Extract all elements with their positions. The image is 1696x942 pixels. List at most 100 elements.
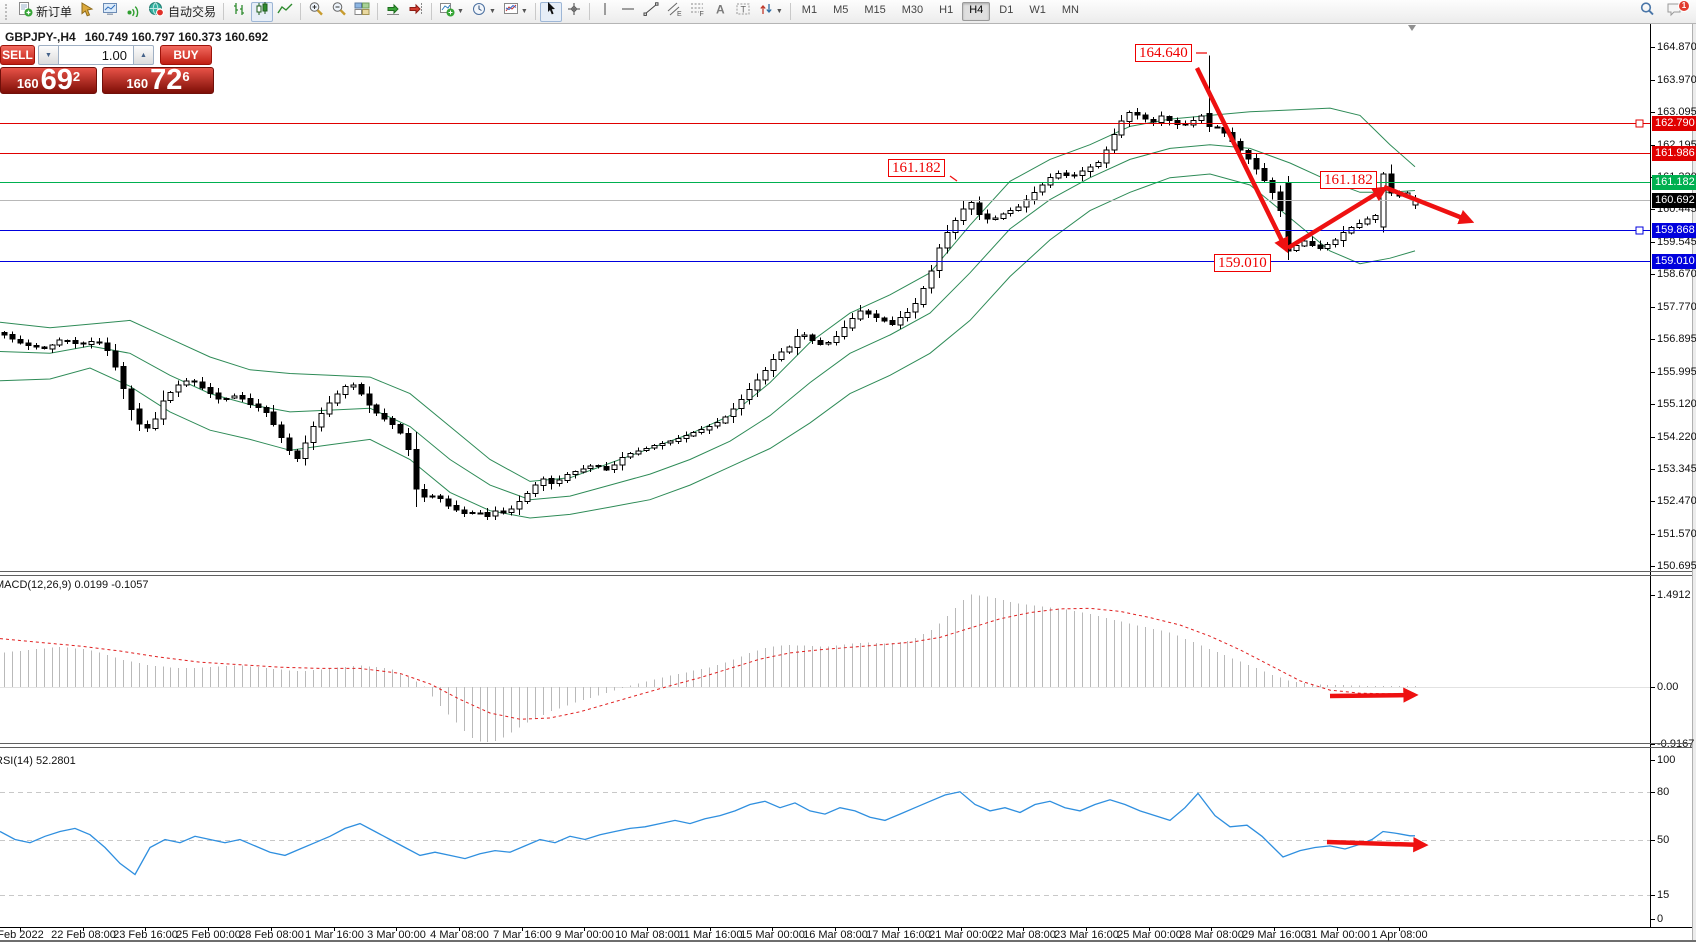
price-level-label: 161.182 — [1652, 174, 1696, 190]
arrows-tool[interactable]: ▼ — [755, 2, 786, 22]
vertical-line-icon — [597, 1, 613, 22]
zoom-in-icon — [308, 1, 324, 22]
price-tick-label: 159.545 — [1657, 235, 1696, 248]
new-order-button[interactable]: 新订单 — [14, 2, 75, 22]
cursor-button[interactable] — [539, 1, 562, 22]
zoom-out-button[interactable] — [328, 2, 350, 22]
time-axis-label: 1 Mar 16:00 — [305, 929, 364, 941]
chevron-down-icon: ▼ — [775, 8, 783, 15]
toolbar-separator — [789, 3, 791, 20]
time-axis-label: 31 Mar 00:00 — [1305, 929, 1370, 941]
sell-price-box[interactable]: 160 69 2 — [0, 66, 97, 95]
chart-shift-button[interactable] — [405, 2, 427, 22]
text-tool[interactable]: A — [709, 2, 731, 22]
tile-windows-icon — [354, 1, 370, 22]
time-axis-label: 21 Mar 00:00 — [929, 929, 994, 941]
panel-separator[interactable] — [0, 575, 1692, 576]
window-right-edge — [1692, 24, 1696, 942]
red-trend-arrow — [1286, 186, 1388, 250]
fibonacci-tool[interactable]: F — [686, 2, 708, 22]
rsi-label: RSI(14) 52.2801 — [0, 755, 76, 767]
rsi-line — [0, 791, 1415, 876]
buy-price-prefix: 160 — [126, 76, 149, 91]
red-trend-arrow — [1194, 67, 1289, 254]
autotrading-button[interactable]: 自动交易 — [145, 2, 219, 22]
price-tick-label: 152.470 — [1657, 494, 1696, 507]
price-level-label: 162.790 — [1652, 115, 1696, 131]
rsi-scale-label: 0 — [1657, 912, 1664, 925]
vertical-line-tool[interactable] — [594, 2, 616, 22]
volume-input[interactable] — [58, 45, 134, 65]
signal-icon — [125, 1, 141, 22]
fibonacci-icon: F — [689, 1, 705, 22]
zoom-in-button[interactable] — [305, 2, 327, 22]
market-watch-button[interactable] — [99, 2, 121, 22]
price-tick-label: 156.895 — [1657, 332, 1696, 345]
label-t-icon: T — [735, 1, 751, 22]
equidistant-channel-tool[interactable]: E — [663, 2, 685, 22]
chevron-down-icon: ▼ — [457, 8, 464, 15]
toolbar-separator — [534, 3, 536, 20]
new-order-label: 新订单 — [36, 5, 73, 19]
timeframe-m15[interactable]: M15 — [864, 4, 886, 16]
time-axis-label: 4 Mar 08:00 — [430, 929, 489, 941]
search-button[interactable] — [1636, 2, 1659, 22]
text-a-icon: A — [712, 1, 728, 22]
macd-label: MACD(12,26,9) 0.0199 -0.1057 — [0, 579, 149, 591]
line-chart-mode-button[interactable] — [274, 2, 296, 22]
sell-button[interactable]: SELL — [0, 45, 35, 65]
timeframe-m5[interactable]: M5 — [833, 4, 849, 16]
templates-button[interactable]: ▼ — [500, 2, 531, 22]
bar-chart-mode-button[interactable] — [228, 2, 250, 22]
price-annotation-box: 161.182 — [1320, 171, 1377, 189]
panel-separator[interactable] — [0, 571, 1692, 572]
auto-scroll-button[interactable] — [382, 2, 404, 22]
timeframe-d1[interactable]: D1 — [999, 4, 1014, 16]
tile-windows-button[interactable] — [351, 2, 373, 22]
new-chart-button[interactable]: ▼ — [436, 2, 467, 22]
horizontal-line-tool[interactable] — [617, 2, 639, 22]
macd-signal-line — [0, 607, 1416, 720]
channel-icon: E — [666, 1, 682, 22]
timeframe-m30[interactable]: M30 — [901, 4, 924, 16]
chevron-down-icon: ▼ — [488, 8, 496, 15]
timeframe-h1[interactable]: H1 — [939, 4, 954, 16]
timeframe-h4[interactable]: H4 — [962, 2, 991, 21]
volume-increase-button[interactable]: ▲ — [134, 45, 154, 65]
crosshair-button[interactable] — [563, 2, 585, 22]
periods-button[interactable]: ▼ — [468, 2, 499, 22]
toolbar-separator — [223, 3, 225, 20]
price-tick-label: 150.695 — [1657, 559, 1696, 572]
macd-scale-label: 0.00 — [1657, 680, 1679, 693]
time-axis-label: 10 Mar 08:00 — [615, 929, 680, 941]
signals-button[interactable] — [122, 2, 144, 22]
timeframe-w1[interactable]: W1 — [1029, 4, 1046, 16]
buy-price-box[interactable]: 160 72 6 — [102, 66, 214, 95]
svg-text:A: A — [716, 3, 725, 17]
text-label-tool[interactable]: T — [732, 2, 754, 22]
sell-price-prefix: 160 — [16, 76, 39, 91]
data-window-icon — [79, 1, 95, 22]
timeframe-m1[interactable]: M1 — [801, 4, 818, 16]
volume-decrease-button[interactable]: ▼ — [38, 45, 58, 65]
candlestick-mode-button[interactable] — [251, 1, 274, 22]
sell-price-sup: 2 — [72, 69, 81, 84]
toolbar-separator — [377, 3, 379, 20]
trendline-tool[interactable] — [640, 2, 662, 22]
panel-separator[interactable] — [0, 747, 1692, 748]
chart-shift-icon — [408, 1, 424, 22]
clock-icon — [471, 1, 487, 22]
price-annotation-box: 164.640 — [1135, 44, 1192, 62]
data-window-button[interactable] — [76, 2, 98, 22]
toolbar-drag-handle[interactable] — [5, 3, 10, 20]
buy-button[interactable]: BUY — [160, 45, 212, 65]
timeframe-mn[interactable]: MN — [1061, 4, 1079, 16]
price-tick-label: 154.220 — [1657, 430, 1696, 443]
search-icon — [1639, 1, 1656, 22]
trendline-icon — [643, 1, 659, 22]
notifications-button[interactable]: 1 — [1663, 0, 1690, 22]
panel-separator[interactable] — [0, 743, 1692, 744]
macd-scale-label: 1.4912 — [1657, 588, 1691, 601]
